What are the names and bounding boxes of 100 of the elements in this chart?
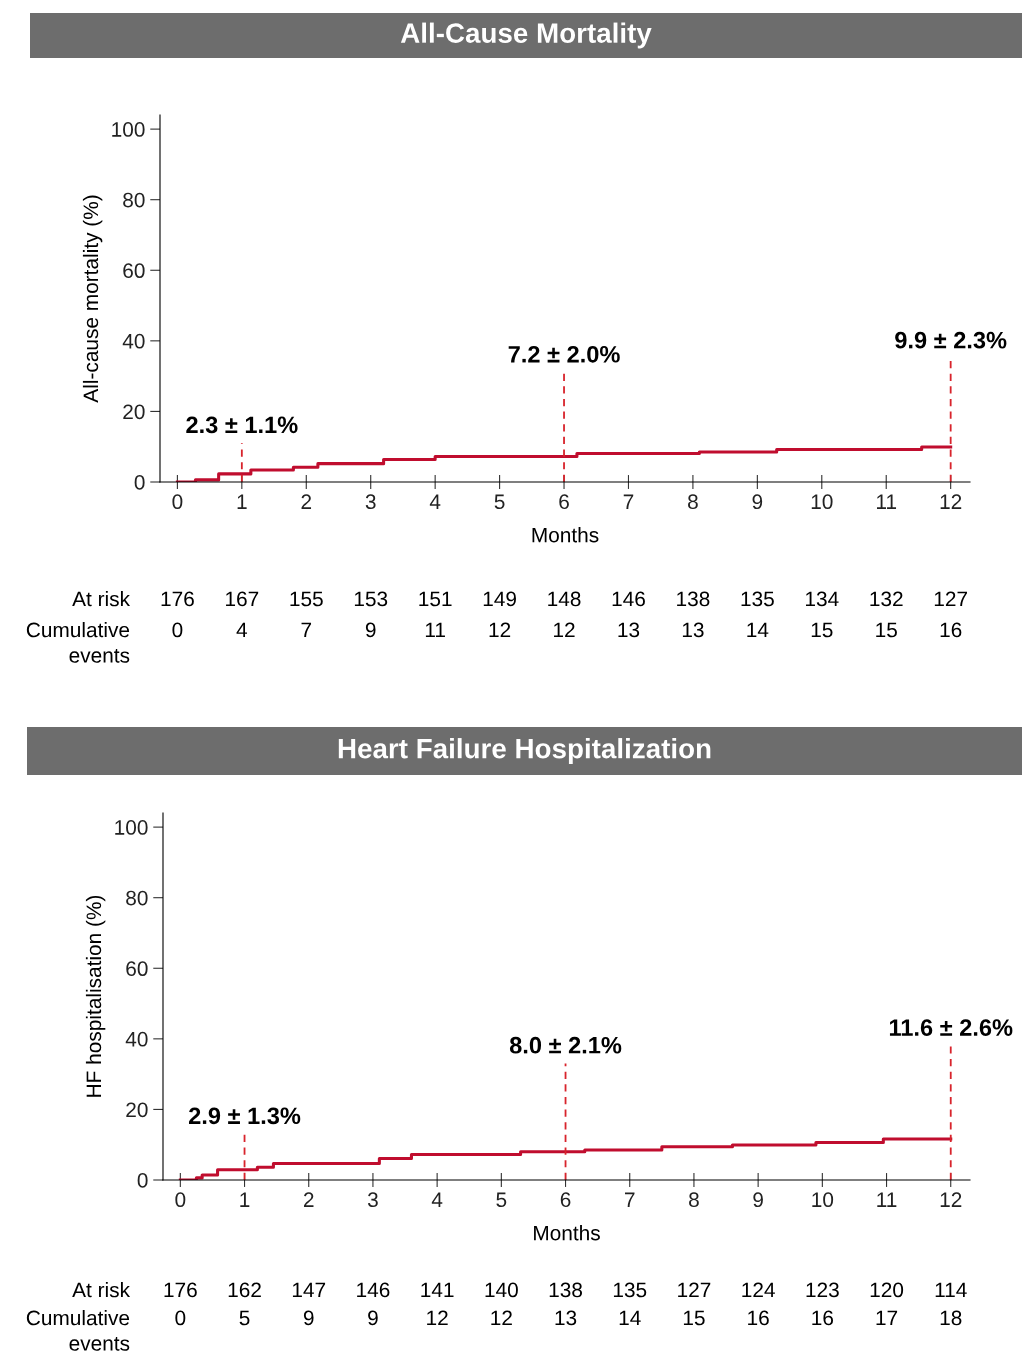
- text: 132: [870, 591, 903, 607]
- x-tick-label: 6: [560, 1192, 571, 1208]
- x-tick-label: 10: [812, 1192, 834, 1208]
- text: 155: [290, 591, 323, 607]
- x-tick-label: 3: [365, 494, 376, 510]
- text: 12: [491, 1310, 512, 1326]
- x-tick-label: 1: [240, 1192, 250, 1207]
- text: 15: [811, 622, 833, 638]
- text: 147: [292, 1282, 326, 1298]
- text: 146: [357, 1282, 390, 1298]
- text: 12: [489, 622, 511, 638]
- text: 124: [742, 1282, 775, 1298]
- text: 176: [161, 591, 194, 607]
- text: At risk: [72, 591, 131, 607]
- annotation: 8.0 ± 2.1%: [509, 1036, 622, 1054]
- text: 14: [747, 622, 769, 638]
- x-tick-label: 11: [877, 494, 897, 509]
- y-tick-label: 80: [126, 890, 148, 906]
- text: 134: [806, 591, 839, 607]
- y-tick-label: 20: [123, 404, 145, 420]
- text: At risk: [72, 1282, 131, 1298]
- text: 9: [368, 1310, 378, 1326]
- x-tick-label: 3: [367, 1192, 378, 1208]
- text: 17: [876, 1310, 898, 1326]
- x-tick-label: 12: [940, 1192, 962, 1207]
- text: 167: [226, 591, 259, 607]
- text: 12: [554, 622, 575, 638]
- y-tick-label: 60: [126, 961, 148, 977]
- text: 9: [303, 1310, 314, 1326]
- y-tick-label: 0: [137, 1173, 148, 1188]
- text: 123: [806, 1282, 839, 1298]
- text: 135: [613, 1282, 647, 1298]
- y-axis-title: All-cause mortality (%): [82, 195, 103, 403]
- text: 11: [425, 622, 445, 638]
- annotation: 2.3 ± 1.1%: [186, 416, 298, 434]
- x-tick-label: 9: [752, 494, 763, 510]
- y-tick-label: 40: [122, 333, 145, 349]
- text: 149: [483, 591, 516, 607]
- text: 16: [748, 1310, 769, 1326]
- y-tick-label: 100: [112, 122, 145, 137]
- x-tick-label: 10: [811, 494, 833, 510]
- x-tick-label: 0: [175, 1192, 186, 1208]
- text: 127: [678, 1282, 711, 1298]
- text: Cumulative events: [26, 622, 130, 663]
- text: 114: [935, 1282, 967, 1298]
- text: 176: [164, 1282, 197, 1298]
- y-axis-title: HF hospitalisation (%): [85, 895, 106, 1097]
- x-tick-label: 4: [431, 1192, 443, 1207]
- text: 120: [870, 1282, 904, 1298]
- text: 4: [236, 622, 248, 638]
- y-tick-label: 20: [126, 1102, 148, 1118]
- text: 153: [354, 591, 388, 607]
- text: 12: [427, 1310, 448, 1326]
- text: 18: [940, 1310, 962, 1326]
- text: 7: [301, 622, 312, 638]
- x-tick-label: 8: [689, 1192, 699, 1208]
- text: 15: [683, 1310, 705, 1326]
- text: 14: [619, 1310, 641, 1326]
- text: 127: [934, 591, 967, 607]
- y-tick-label: 40: [125, 1031, 148, 1047]
- x-tick-label: 6: [559, 494, 569, 510]
- x-tick-label: 9: [753, 1192, 763, 1208]
- x-tick-label: 4: [429, 494, 441, 509]
- text: 15: [876, 622, 897, 638]
- annotation: 11.6 ± 2.6%: [889, 1019, 1013, 1036]
- x-tick-label: 5: [494, 494, 505, 510]
- text: 13: [555, 1310, 577, 1326]
- text: 135: [741, 591, 774, 607]
- y-tick-label: 100: [115, 820, 148, 835]
- text: 138: [677, 591, 710, 607]
- text: 0: [175, 1310, 186, 1326]
- x-tick-label: 7: [625, 1192, 635, 1207]
- text: 162: [228, 1282, 261, 1298]
- text: 138: [549, 1282, 583, 1298]
- annotation: 9.9 ± 2.3%: [895, 331, 1007, 349]
- text: 16: [940, 622, 962, 638]
- text: Cumulative events: [26, 1310, 130, 1351]
- x-tick-label: 1: [237, 494, 247, 509]
- chart-title: Heart Failure Hospitalization: [338, 738, 711, 764]
- text: 140: [485, 1282, 518, 1298]
- x-axis-title: Months: [532, 527, 599, 543]
- text: 148: [548, 591, 581, 607]
- x-tick-label: 0: [172, 494, 183, 510]
- y-tick-label: 80: [123, 192, 145, 208]
- annotation: 2.9 ± 1.3%: [189, 1107, 301, 1125]
- x-tick-label: 8: [688, 494, 698, 510]
- text: 151: [419, 591, 452, 607]
- x-tick-label: 7: [623, 494, 634, 509]
- x-tick-label: 2: [303, 1192, 314, 1207]
- annotation: 7.2 ± 2.0%: [508, 345, 620, 363]
- text: 5: [239, 1310, 250, 1326]
- x-tick-label: 5: [496, 1192, 507, 1208]
- x-tick-label: 12: [940, 494, 962, 509]
- y-tick-label: 60: [123, 263, 145, 279]
- x-tick-label: 2: [301, 494, 312, 509]
- text: 0: [172, 622, 183, 638]
- text: 146: [612, 591, 645, 607]
- x-tick-label: 11: [877, 1192, 897, 1207]
- chart-title: All-Cause Mortality: [400, 22, 652, 49]
- text: 16: [812, 1310, 834, 1326]
